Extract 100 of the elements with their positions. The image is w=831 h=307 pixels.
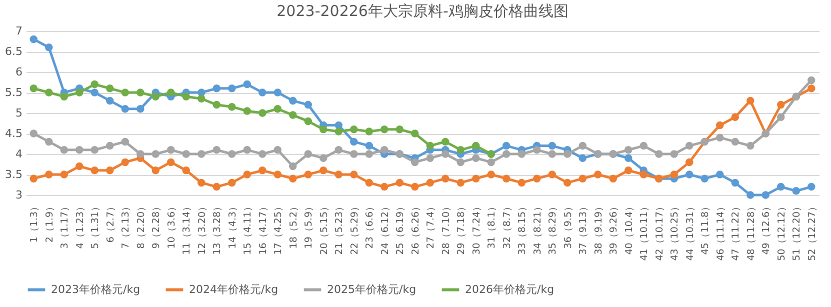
x-tick-label: 27（7.4） (426, 202, 437, 249)
y-tick-label: 3.5 (5, 168, 22, 181)
y-tick-label: 6.5 (5, 45, 22, 58)
x-tick-label: 43（10.25） (670, 202, 681, 261)
point (167, 88, 175, 96)
x-tick-label: 30（7.24） (471, 202, 482, 255)
point (274, 146, 282, 154)
x-tick-label: 3（1.17） (60, 202, 71, 249)
x-tick-label: 16（4.17） (258, 202, 269, 255)
x-tick-label: 22（5.29） (349, 202, 360, 255)
point (640, 142, 648, 150)
x-tick-label: 38（9.19） (593, 202, 604, 255)
point (76, 162, 84, 170)
point (334, 170, 342, 178)
y-tick-label: 7 (16, 24, 22, 38)
point (365, 128, 373, 136)
point (411, 182, 419, 191)
x-tick-label: 25（6.19） (395, 202, 406, 255)
point (198, 94, 206, 103)
point (655, 150, 663, 158)
point (426, 142, 434, 150)
point (716, 170, 724, 178)
point (228, 102, 236, 111)
point (731, 178, 739, 187)
y-tick-label: 4.5 (5, 127, 22, 140)
legend-label: 2025年价格元/kg (327, 282, 416, 296)
x-tick-label: 18（5.2） (288, 202, 300, 249)
point (289, 111, 297, 119)
point (746, 191, 754, 199)
x-tick-label: 41（10.11） (639, 202, 650, 261)
x-tick-label: 20（5.15） (318, 202, 330, 255)
point (258, 166, 266, 174)
point (334, 146, 342, 154)
point (182, 92, 190, 100)
point (578, 154, 586, 162)
point (258, 150, 266, 158)
point (167, 158, 175, 166)
point (121, 88, 129, 96)
point (212, 182, 220, 191)
x-tick-label: 21（5.23） (334, 202, 346, 255)
x-tick-label: 33（8.15） (517, 202, 528, 255)
x-tick-label: 8（2.20） (136, 202, 147, 249)
x-tick-label: 46（11.14） (715, 202, 726, 261)
point (304, 170, 312, 178)
point (320, 166, 328, 174)
x-tick-label: 40（10.4） (624, 202, 635, 255)
point (472, 174, 480, 182)
point (45, 170, 53, 178)
point (670, 150, 678, 158)
point (533, 146, 541, 154)
point (411, 130, 419, 138)
point (304, 117, 312, 126)
point (442, 174, 450, 182)
point (411, 158, 419, 166)
point (30, 174, 38, 182)
point (808, 84, 816, 92)
point (487, 158, 495, 166)
point (152, 92, 160, 100)
point (90, 88, 98, 96)
point (60, 170, 68, 178)
point (106, 96, 114, 105)
point (228, 150, 236, 158)
point (106, 142, 114, 150)
point (777, 100, 785, 109)
point (274, 88, 282, 96)
x-tick-label: 35（8.29） (548, 202, 559, 255)
point (45, 88, 53, 96)
point (746, 96, 754, 105)
point (365, 178, 373, 187)
point (624, 154, 632, 162)
point (731, 138, 739, 146)
point (518, 178, 526, 187)
point (136, 150, 144, 158)
x-tick-label: 48（11.28） (746, 202, 757, 261)
point (320, 126, 328, 134)
point (365, 150, 373, 158)
point (90, 146, 98, 154)
point (45, 138, 53, 146)
point (670, 170, 678, 178)
point (60, 146, 68, 154)
point (396, 126, 404, 134)
point (716, 121, 724, 130)
point (564, 150, 572, 158)
point (548, 170, 556, 178)
point (90, 80, 98, 88)
point (578, 174, 586, 182)
x-tick-label: 42（10.17） (654, 202, 666, 261)
point (746, 142, 754, 150)
point (304, 100, 312, 109)
point (289, 96, 297, 105)
point (212, 84, 220, 92)
point (30, 35, 38, 44)
point (578, 142, 586, 150)
y-tick-label: 4 (16, 148, 22, 160)
point (609, 174, 617, 182)
point (243, 107, 251, 115)
x-tick-label: 12（3.20） (196, 202, 208, 255)
legend-label: 2024年价格元/kg (189, 282, 278, 296)
point (274, 170, 282, 178)
point (167, 146, 175, 154)
